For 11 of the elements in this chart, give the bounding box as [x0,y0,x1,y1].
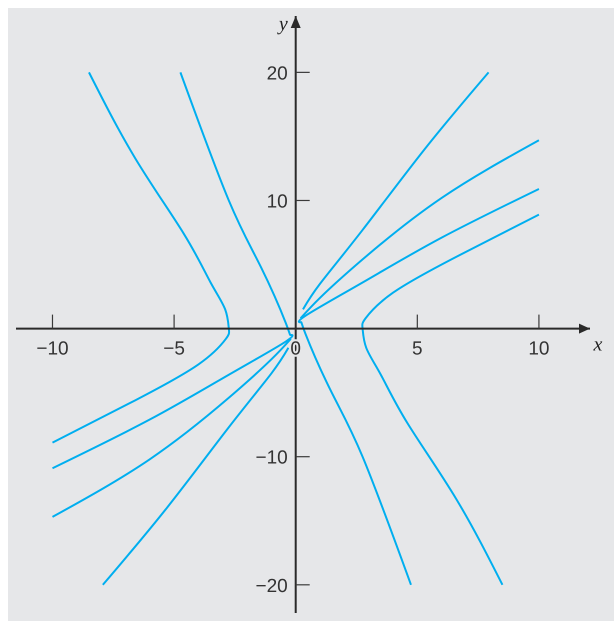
x-tick-label: 5 [412,338,423,360]
x-tick-label: 10 [528,338,550,360]
line-series [302,71,490,310]
y-tick-label: 20 [266,63,288,84]
x-tick-label: −10 [36,338,69,360]
x-axis-title: x [592,334,603,356]
x-tick-label: −5 [163,338,185,360]
y-tick-label: −10 [255,448,288,469]
y-axis-title: y [276,13,288,35]
y-tick-label: −20 [255,576,288,597]
y-tick-label: 10 [266,191,288,212]
